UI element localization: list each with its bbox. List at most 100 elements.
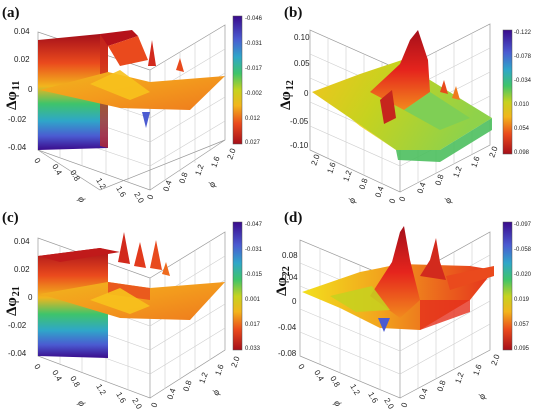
colorbar-tick: -0.046 (245, 16, 263, 22)
panel-a: (a) Δφ11 0.04 0.02 0 -0.02 -0.04 0 0.4 0… (2, 5, 263, 205)
y-tick: 0.8 (177, 171, 189, 185)
panel-a-zaxis-label: Δφ11 (4, 81, 22, 110)
y-tick: 0.8 (181, 379, 193, 393)
y-tick: 1.6 (471, 363, 483, 377)
panel-d-side-axis-name: ϕ (476, 392, 488, 401)
colorbar-tick: 0.095 (514, 346, 530, 352)
colorbar-tick: 0.019 (514, 297, 530, 303)
panel-c-side-axis-name: ϕ (210, 388, 222, 397)
y-tick: 1.6 (213, 363, 225, 377)
z-tick: 0 (28, 293, 33, 302)
y-tick: 0.8 (433, 173, 445, 187)
y-tick: 1.6 (469, 155, 481, 169)
x-tick: 1.2 (94, 177, 108, 192)
x-tick: 0 (387, 197, 397, 205)
x-tick: 1.2 (341, 169, 353, 183)
panel-d-z-symbol: Δφ (274, 277, 290, 296)
z-tick: -0.10 (290, 141, 309, 150)
z-tick: -0.04 (8, 143, 27, 152)
x-tick: 0.4 (373, 185, 385, 199)
z-tick: 0 (292, 297, 297, 306)
x-tick: 2.0 (132, 191, 146, 206)
z-tick: 0.04 (14, 27, 30, 36)
colorbar-tick: -0.078 (514, 54, 532, 60)
colorbar-tick: 0.001 (245, 297, 261, 303)
panel-d-label: (d) (284, 210, 302, 226)
y-tick: 0.4 (415, 181, 427, 195)
panel-a-colorbar: -0.046 -0.031 -0.017 -0.002 0.012 0.027 (232, 15, 263, 146)
panel-a-side-ticks: 0 0.4 0.8 1.2 1.6 2.0 ϕ (145, 147, 237, 201)
panel-b-side-axis-name: ϕ (442, 196, 454, 205)
y-tick: 0 (399, 401, 409, 409)
colorbar-tick: 0.057 (514, 322, 530, 328)
y-tick: 1.2 (193, 163, 205, 177)
z-tick: 0.02 (14, 55, 30, 64)
panel-d-z-subscript: 22 (281, 266, 292, 276)
y-tick: 0.8 (435, 379, 447, 393)
x-tick: 0.8 (68, 375, 82, 390)
panel-c-label: (c) (2, 210, 19, 226)
y-tick: 2.0 (489, 353, 501, 367)
colorbar-tick: 0.054 (514, 126, 530, 132)
x-tick: 0 (296, 363, 306, 372)
z-tick: 0.10 (294, 33, 310, 42)
z-tick: -0.02 (8, 321, 27, 330)
panel-c-front-axis-name: ϕ (75, 399, 87, 408)
panel-c: (c) Δφ21 0.04 0.02 0 -0.02 -0.04 0 0.4 0… (2, 210, 263, 411)
colorbar-tick: -0.017 (245, 66, 263, 72)
x-tick: 1.2 (94, 383, 108, 398)
colorbar-tick: -0.031 (245, 41, 263, 47)
x-tick: 1.6 (366, 391, 380, 406)
panel-b-colorbar: -0.122 -0.078 -0.034 0.010 0.054 0.098 (502, 29, 532, 156)
x-tick: 2.0 (309, 153, 321, 167)
colorbar-tick: 0.010 (514, 102, 530, 108)
panel-b-z-symbol: Δφ (278, 91, 294, 110)
z-tick: -0.04 (8, 349, 27, 358)
panel-d-z-ticks: 0.08 0.04 0 -0.04 -0.08 (278, 251, 298, 358)
y-tick: 0 (397, 195, 407, 203)
panel-d-surface (302, 226, 494, 332)
panel-d-colorbar: -0.097 -0.058 -0.020 0.019 0.057 0.095 (502, 221, 532, 352)
y-tick: 1.2 (451, 165, 463, 179)
panel-c-colorbar: -0.047 -0.031 -0.015 0.001 0.017 0.033 (232, 221, 263, 352)
colorbar-tick: -0.002 (245, 91, 263, 97)
panel-c-z-ticks: 0.04 0.02 0 -0.02 -0.04 (8, 237, 33, 358)
z-tick: 0.04 (282, 273, 298, 282)
x-tick: 1.2 (348, 383, 362, 398)
z-tick: 0.04 (14, 237, 30, 246)
x-tick: 0.8 (328, 375, 342, 390)
panel-b-side-ticks: 0 0.4 0.8 1.2 1.6 2.0 ϕ (397, 145, 499, 205)
panel-d-zaxis-label: Δφ22 (274, 266, 292, 296)
y-tick: 1.6 (209, 155, 221, 169)
x-tick: 1.6 (114, 391, 128, 406)
panel-c-front-ticks: 0 0.4 0.8 1.2 1.6 2.0 ϕ (32, 363, 144, 412)
colorbar-tick: -0.097 (514, 222, 532, 228)
x-tick: 0 (32, 363, 42, 372)
z-tick: 0.08 (282, 251, 298, 260)
panel-b-z-subscript: 12 (285, 80, 296, 90)
panel-c-z-symbol: Δφ (4, 297, 20, 316)
panel-d-front-ticks: 0 0.4 0.8 1.2 1.6 2.0 ϕ (296, 363, 396, 412)
z-tick: 0.02 (14, 265, 30, 274)
panel-a-z-subscript: 11 (11, 81, 22, 90)
panel-c-zaxis-label: Δφ21 (4, 286, 22, 316)
colorbar-tick: 0.012 (245, 116, 261, 122)
panel-a-z-symbol: Δφ (4, 91, 20, 110)
panel-d: (d) Δφ22 0.08 0.04 0 -0.04 -0.08 0 0.4 0… (274, 210, 532, 411)
panel-d-side-ticks: 0 0.4 0.8 1.2 1.6 2.0 ϕ (399, 353, 501, 409)
z-tick: -0.05 (290, 117, 309, 126)
y-tick: 1.2 (453, 371, 465, 385)
x-tick: 0 (32, 157, 42, 166)
x-tick: 2.0 (382, 397, 396, 412)
colorbar-tick: 0.017 (245, 322, 261, 328)
colorbar-tick: -0.020 (514, 272, 532, 278)
panel-a-z-ticks: 0.04 0.02 0 -0.02 -0.04 (8, 27, 33, 152)
panel-b-label: (b) (284, 5, 302, 21)
panel-a-surface (38, 30, 225, 150)
y-tick: 0 (149, 401, 159, 409)
colorbar-tick: 0.098 (514, 150, 530, 156)
z-tick: -0.04 (278, 323, 297, 332)
y-tick: 0.4 (165, 387, 177, 401)
x-tick: 2.0 (130, 397, 144, 412)
colorbar-tick: 0.033 (245, 346, 261, 352)
